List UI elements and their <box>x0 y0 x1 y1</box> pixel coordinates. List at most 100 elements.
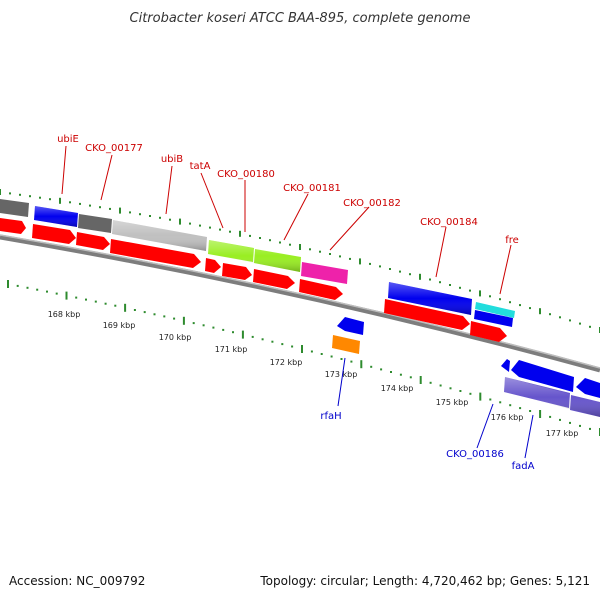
label-ubiB[interactable]: ubiB <box>161 154 183 165</box>
label-ubiE[interactable]: ubiE <box>57 134 79 145</box>
cds-arrow[interactable] <box>0 218 26 234</box>
major-tick <box>419 376 422 384</box>
minor-tick <box>579 424 581 427</box>
gene-reverse-CKO_00186[interactable] <box>511 360 574 392</box>
label-CKO_00181[interactable]: CKO_00181 <box>283 183 341 194</box>
forward-gene-labels: ubiE CKO_00177 ubiB tatA CKO_00180 CKO_0… <box>57 134 519 295</box>
minor-tick <box>289 243 291 246</box>
gene-forward-fre-lower[interactable] <box>474 310 513 327</box>
label-CKO_00186[interactable]: CKO_00186 <box>446 449 504 460</box>
minor-tick <box>281 343 284 346</box>
major-tick <box>119 207 121 214</box>
scale-label: 171 kbp <box>215 345 248 354</box>
minor-tick <box>340 358 343 360</box>
minor-tick <box>509 404 512 407</box>
minor-tick <box>199 224 201 227</box>
minor-tick <box>559 418 561 421</box>
minor-tick <box>459 390 462 392</box>
cds-arrow[interactable] <box>205 258 221 273</box>
label-CKO_00180[interactable]: CKO_00180 <box>217 169 275 180</box>
minor-tick <box>89 204 91 207</box>
cds-arrow[interactable] <box>76 232 110 250</box>
major-tick <box>59 197 61 204</box>
minor-tick <box>329 253 331 255</box>
leader-line <box>499 244 512 295</box>
gene-forward[interactable] <box>0 199 29 217</box>
minor-tick <box>55 292 58 295</box>
minor-tick <box>149 215 151 217</box>
scale-label: 169 kbp <box>103 321 136 330</box>
minor-tick <box>399 270 401 273</box>
minor-tick <box>26 286 29 289</box>
gene-reverse-fadA[interactable] <box>576 378 600 398</box>
label-CKO_00184[interactable]: CKO_00184 <box>420 217 478 228</box>
minor-tick <box>219 228 221 231</box>
leader-line <box>165 165 173 215</box>
minor-tick <box>339 255 341 258</box>
leader-line <box>524 414 534 459</box>
minor-tick <box>153 313 156 316</box>
minor-tick <box>439 281 441 284</box>
gene-forward-CKO_00177[interactable] <box>78 214 112 233</box>
minor-tick <box>309 248 311 251</box>
minor-tick <box>429 278 431 281</box>
minor-tick <box>36 288 39 291</box>
minor-tick <box>19 193 21 196</box>
minor-tick <box>349 257 351 260</box>
minor-tick <box>159 216 161 219</box>
minor-tick <box>380 368 383 371</box>
minor-tick <box>133 309 136 311</box>
minor-tick <box>249 234 251 237</box>
cds-arrow[interactable] <box>253 269 295 289</box>
gene-reverse-blue[interactable] <box>337 317 364 335</box>
minor-tick <box>192 322 195 325</box>
gene-reverse-small[interactable] <box>501 359 510 372</box>
minor-tick <box>16 284 19 287</box>
minor-tick <box>549 415 552 418</box>
cds-arrow[interactable] <box>110 239 201 268</box>
minor-tick <box>291 345 294 348</box>
gene-reverse-rfaH[interactable] <box>332 335 360 354</box>
leader-line <box>200 172 224 229</box>
minor-tick <box>439 384 442 387</box>
minor-tick <box>189 222 191 225</box>
minor-tick <box>319 250 321 253</box>
major-tick <box>479 290 481 297</box>
major-tick <box>124 303 127 312</box>
minor-tick <box>569 319 571 322</box>
cds-arrow[interactable] <box>470 321 507 342</box>
label-CKO_00177[interactable]: CKO_00177 <box>85 143 143 154</box>
leader-line <box>61 145 67 195</box>
gene-forward-fre[interactable] <box>475 302 515 318</box>
minor-tick <box>529 410 532 412</box>
minor-tick <box>139 213 141 216</box>
scale-label: 173 kbp <box>325 370 358 379</box>
leader-line <box>337 357 346 407</box>
minor-tick <box>429 381 432 384</box>
minor-tick <box>469 392 472 395</box>
minor-tick <box>259 237 261 239</box>
minor-tick <box>330 355 333 358</box>
minor-tick <box>94 300 97 303</box>
minor-tick <box>409 376 412 379</box>
minor-tick <box>519 304 521 307</box>
major-tick <box>419 273 421 280</box>
minor-tick <box>459 286 461 289</box>
label-rfaH[interactable]: rfaH <box>320 411 341 422</box>
minor-tick <box>209 226 211 229</box>
label-CKO_00182[interactable]: CKO_00182 <box>343 198 401 209</box>
minor-tick <box>173 317 176 320</box>
cds-arrow[interactable] <box>222 263 252 280</box>
gene-forward-CKO_00181[interactable] <box>301 262 348 284</box>
label-tatA[interactable]: tatA <box>190 161 211 172</box>
minor-tick <box>549 313 551 316</box>
minor-tick <box>310 350 313 353</box>
minor-tick <box>499 298 501 301</box>
cds-arrow[interactable] <box>32 224 76 244</box>
cds-arrow[interactable] <box>299 279 343 300</box>
cds-arrow[interactable] <box>384 299 470 330</box>
minor-tick <box>261 338 264 341</box>
label-fadA[interactable]: fadA <box>512 461 535 472</box>
minor-tick <box>251 335 254 338</box>
label-fre[interactable]: fre <box>505 235 519 246</box>
